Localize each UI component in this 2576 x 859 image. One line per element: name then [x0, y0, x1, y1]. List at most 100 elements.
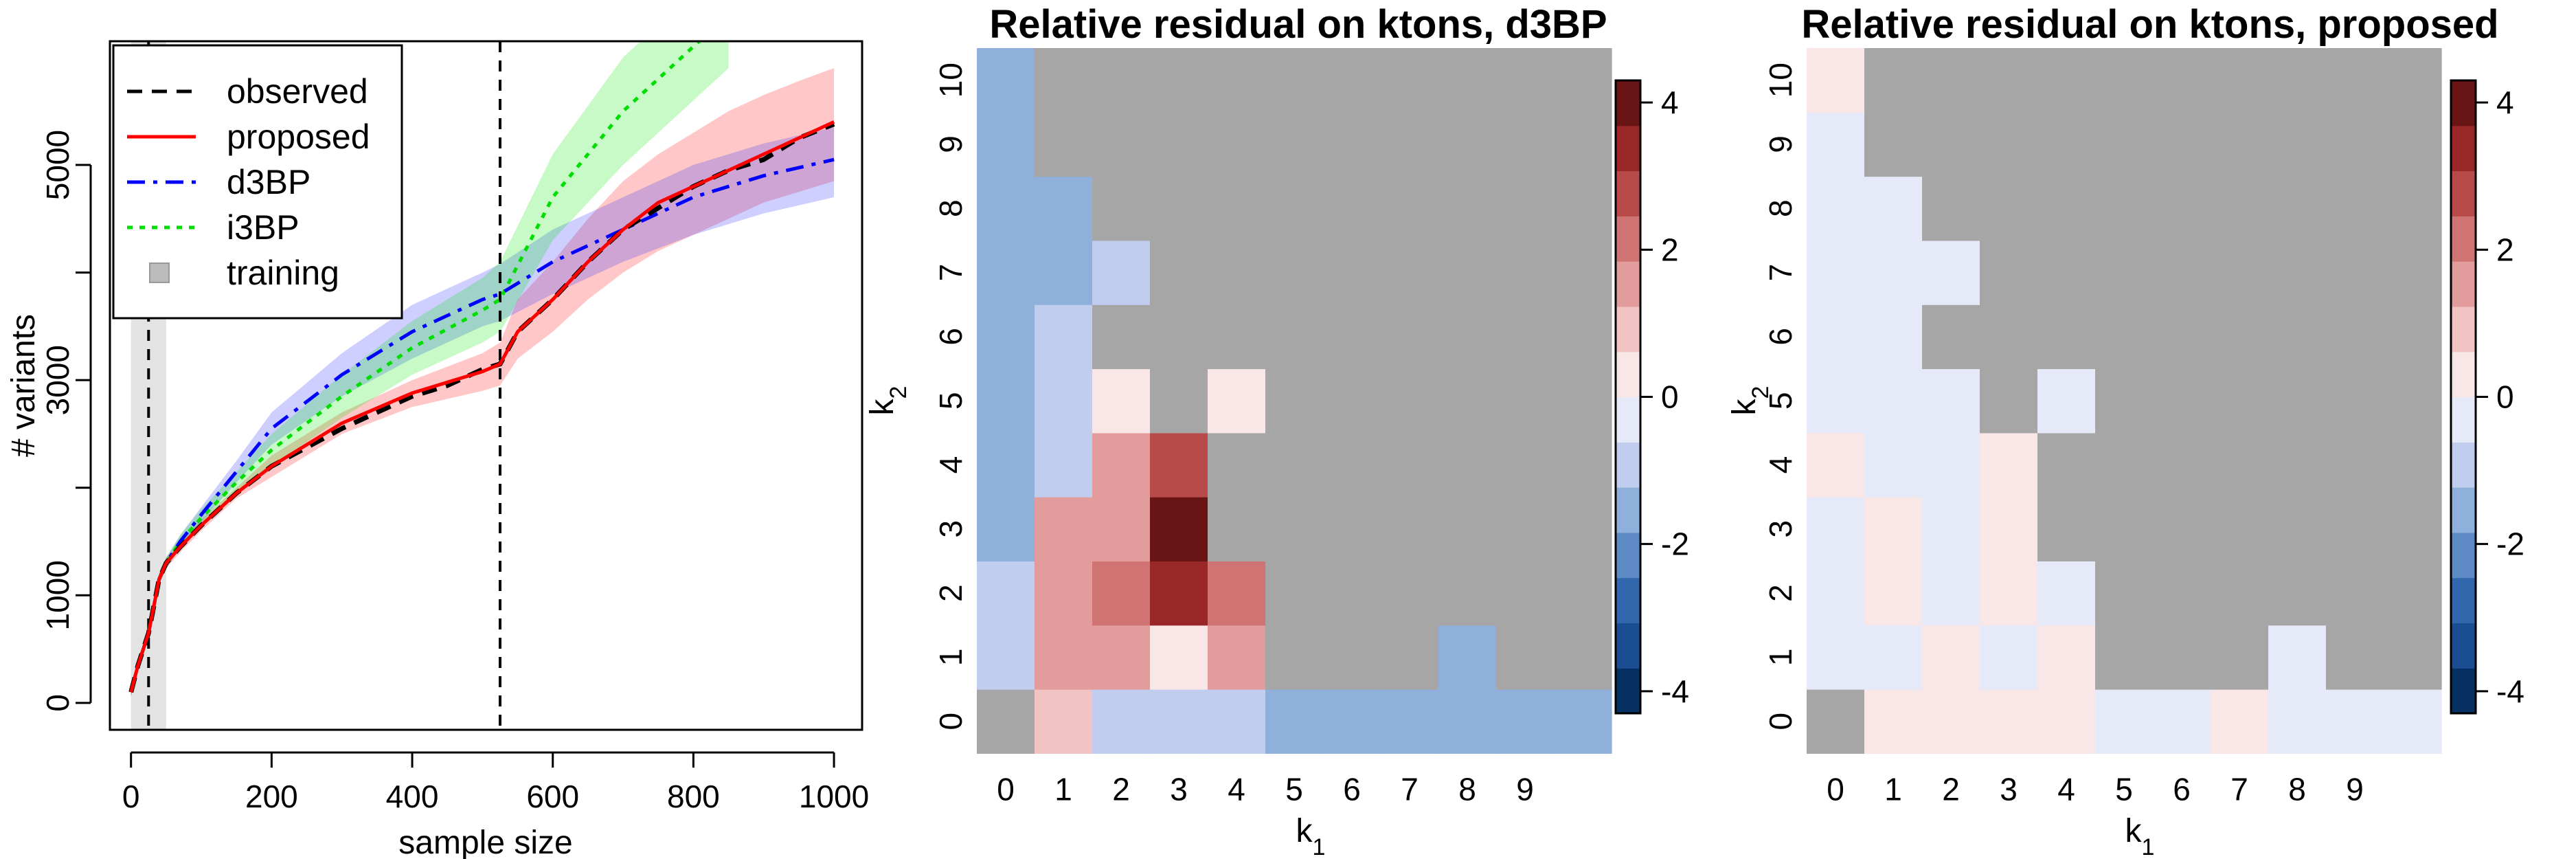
heatmap-cell: [2095, 176, 2154, 241]
heatmap-cell: [2268, 176, 2327, 241]
heatmap-cell: [1265, 497, 1324, 561]
x-tick-label: 200: [245, 779, 298, 814]
heatmap-cell: [2211, 112, 2269, 177]
heatmap-cell: [1864, 497, 1923, 561]
x-tick-label: 0: [1827, 771, 1844, 807]
heatmap-cell: [1092, 561, 1151, 626]
heatmap-cell: [2268, 561, 2327, 626]
heatmap-cell: [1208, 48, 1266, 113]
x-tick-label: 600: [526, 779, 579, 814]
heatmap-cell: [1864, 368, 1923, 434]
heatmap-cell: [2384, 368, 2442, 434]
colorbar-segment: [1616, 80, 1640, 126]
heatmap-cell: [1438, 689, 1497, 754]
colorbar: 4 2 0 -2 -4: [2450, 79, 2524, 715]
heatmap-cell: [1496, 304, 1555, 370]
x-tick-label: 9: [2346, 771, 2364, 807]
heatmap-cell: [2384, 625, 2442, 690]
heatmap-cell: [2037, 176, 2096, 241]
y-tick-label: 3000: [40, 345, 76, 415]
heatmap-cell: [2211, 304, 2269, 370]
heatmap-cell: [1980, 368, 2038, 434]
x-tick-label: 5: [1285, 771, 1303, 807]
heatmap-cell: [1554, 48, 1612, 113]
colorbar-segment: [2451, 577, 2476, 624]
heatmap-cell: [2268, 304, 2327, 370]
heatmap-cell: [2211, 497, 2269, 561]
y-tick-label: 3: [933, 520, 969, 538]
heatmap-cell: [1092, 112, 1151, 177]
heatmap-cell: [2153, 48, 2211, 113]
x-tick-label: 1000: [799, 779, 869, 814]
heatmap-cell: [1438, 625, 1497, 690]
heatmap-cell: [2153, 304, 2211, 370]
legend-label: d3BP: [227, 163, 310, 201]
heatmap-cell: [1323, 48, 1381, 113]
colorbar-segment: [1616, 442, 1640, 488]
series-line-d3bp: [129, 157, 835, 693]
heatmap-cell: [1980, 561, 2038, 626]
heatmap-cell: [1208, 625, 1266, 690]
heatmap-cell: [2153, 112, 2211, 177]
heatmap-cell: [1807, 304, 1865, 370]
heatmap-cell: [2326, 368, 2384, 434]
heatmap-cell: [1496, 368, 1555, 434]
heatmap-cell: [1807, 497, 1865, 561]
heatmap-cell: [977, 368, 1035, 434]
heatmap-cell: [2384, 561, 2442, 626]
x-tick-label: 2: [1112, 771, 1130, 807]
heatmap-cell: [2384, 240, 2442, 305]
heatmap-cell: [1035, 432, 1093, 498]
x-tick-label: 1: [1884, 771, 1902, 807]
heatmap-cell: [1922, 432, 1980, 498]
heatmap-cell: [1150, 561, 1208, 626]
heatmap-cell: [1807, 561, 1865, 626]
heatmap-cell: [1922, 689, 1980, 754]
heatmap-cell: [1864, 432, 1923, 498]
heatmap-cell: [1381, 112, 1439, 177]
heatmap-cell: [1092, 432, 1151, 498]
heatmap-cell: [1554, 368, 1612, 434]
heatmap-cell: [1035, 176, 1093, 241]
heatmap-cell: [2326, 497, 2384, 561]
heatmap-cell: [2153, 432, 2211, 498]
heatmap-cell: [1150, 689, 1208, 754]
heatmap-cell: [2384, 497, 2442, 561]
colorbar-segment: [2451, 216, 2476, 262]
heatmap-cell: [1980, 689, 2038, 754]
heatmap-cell: [1980, 48, 2038, 113]
legend-label: training: [227, 254, 339, 292]
x-axis-ticks: 0 200 400 600 800 1000: [122, 751, 869, 814]
heatmap-cell: [1092, 625, 1151, 690]
heatmap-cell: [2326, 625, 2384, 690]
x-tick-label: 6: [2173, 771, 2191, 807]
heatmap-cell: [2326, 112, 2384, 177]
heatmap-cell: [1323, 176, 1381, 241]
heatmap-cell: [1323, 368, 1381, 434]
heatmap-cell: [1438, 432, 1497, 498]
heatmap-cell: [1864, 625, 1923, 690]
heatmap-cell: [1922, 304, 1980, 370]
heatmap-cell: [1864, 240, 1923, 305]
heatmap-cell: [2095, 689, 2154, 754]
heatmap-cell: [1496, 112, 1555, 177]
heatmap-cells: [977, 48, 1612, 754]
heatmap-cell: [2037, 432, 2096, 498]
x-tick-label: 8: [1458, 771, 1476, 807]
heatmap-cell: [1381, 432, 1439, 498]
colorbar: 4 2 0 -2 -4: [1614, 79, 1689, 715]
x-tick-label: 6: [1343, 771, 1361, 807]
heatmap-cell: [2268, 689, 2327, 754]
heatmap-cell: [1323, 561, 1381, 626]
y-tick-label: 6: [1763, 328, 1798, 346]
y-tick-label: 0: [933, 713, 969, 730]
heatmap-title: Relative residual on ktons, d3BP: [989, 2, 1607, 47]
heatmap-cell: [2153, 497, 2211, 561]
colorbar-tick-label: 4: [2496, 85, 2514, 120]
heatmap-cell: [1496, 240, 1555, 305]
heatmap-cell: [2037, 112, 2096, 177]
heatmap-cell: [2384, 689, 2442, 754]
heatmap-cell: [1496, 497, 1555, 561]
colorbar-segment: [1616, 261, 1640, 307]
